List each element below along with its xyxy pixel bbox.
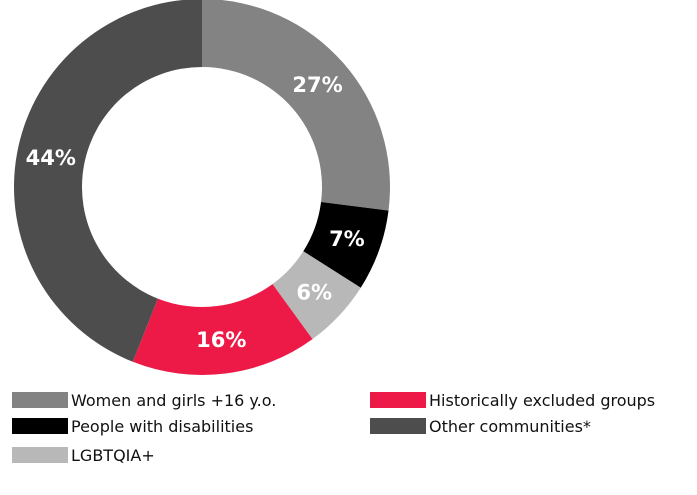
slice-label-other-communities: 44% xyxy=(26,146,76,170)
legend-label-people-with-disabilities: People with disabilities xyxy=(71,416,254,436)
legend-swatch-other-communities xyxy=(370,418,426,434)
legend-item-lgbtqia: LGBTQIA+ xyxy=(12,443,155,467)
legend-item-people-with-disabilities: People with disabilities xyxy=(12,414,253,438)
slice-people-with-disabilities xyxy=(303,202,389,288)
legend-swatch-women-and-girls xyxy=(12,392,68,408)
donut-chart: 27% 7% 6% 16% 44% xyxy=(14,0,390,375)
slice-label-women-and-girls-16-y-o: 27% xyxy=(292,73,342,97)
slice-other-communities xyxy=(14,0,202,362)
legend-swatch-historically-excluded-groups xyxy=(370,392,426,408)
chart-legend: Women and girls +16 y.o. People with dis… xyxy=(12,388,697,488)
legend-label-historically-excluded-groups: Historically excluded groups xyxy=(429,390,656,410)
slice-lgbtqia xyxy=(272,251,361,340)
legend-label-women-and-girls: Women and girls +16 y.o. xyxy=(71,390,277,410)
slice-label-lgbtqia: 6% xyxy=(296,280,332,304)
slice-historically-excluded-groups xyxy=(132,284,313,375)
legend-label-lgbtqia: LGBTQIA+ xyxy=(71,445,155,465)
legend-label-other-communities: Other communities* xyxy=(429,416,591,436)
legend-item-women-and-girls: Women and girls +16 y.o. xyxy=(12,388,276,412)
legend-item-historically-excluded-groups: Historically excluded groups xyxy=(370,388,655,412)
slice-women-and-girls-16-y-o xyxy=(202,0,390,211)
legend-item-other-communities: Other communities* xyxy=(370,414,591,438)
slice-label-people-with-disabilities: 7% xyxy=(329,227,365,251)
legend-swatch-people-with-disabilities xyxy=(12,418,68,434)
legend-swatch-lgbtqia xyxy=(12,447,68,463)
slice-label-historically-excluded-groups: 16% xyxy=(196,328,246,352)
